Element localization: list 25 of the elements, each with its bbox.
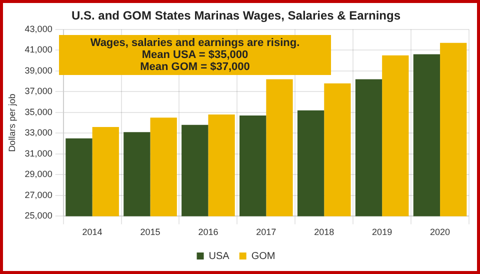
x-tick-label: 2019 (372, 227, 392, 238)
x-tick-label: 2017 (256, 227, 276, 238)
y-tick-label: 43,000 (24, 24, 52, 34)
annotation: Mean GOM = $37,000 (139, 61, 251, 73)
legend-label: USA (208, 250, 230, 262)
y-tick-label: 39,000 (24, 65, 52, 76)
x-tick-label: 2014 (82, 227, 102, 238)
text-box: Wages, salaries and earnings are rising. Mean USA = $35,000 Mean GOM = $37,000 (59, 35, 331, 75)
y-tick-label: 29,000 (24, 169, 52, 180)
y-tick-label: 25,000 (24, 210, 52, 221)
legend-label: GOM (251, 250, 276, 262)
annotation: Mean USA = $35,000 (140, 49, 250, 61)
y-tick-label: 31,000 (24, 148, 52, 158)
y-tick-label: 35,000 (24, 106, 52, 117)
x-tick-label: 2015 (140, 227, 160, 238)
x-tick-label: 2016 (198, 227, 218, 238)
y-tick-label: 27,000 (24, 190, 52, 200)
annotation: Wages, salaries and earnings are rising. (89, 37, 301, 49)
x-tick-label: 2018 (314, 227, 334, 238)
y-tick-label: 41,000 (24, 44, 52, 55)
y-axis-title: Dollars per job (6, 94, 17, 152)
x-tick-label: 2020 (430, 227, 450, 238)
y-tick-label: 33,000 (24, 128, 52, 138)
y-tick-label: 37,000 (24, 86, 52, 96)
chart-title: U.S. and GOM States Marinas Wages, Salaries & Earnings (72, 8, 401, 23)
